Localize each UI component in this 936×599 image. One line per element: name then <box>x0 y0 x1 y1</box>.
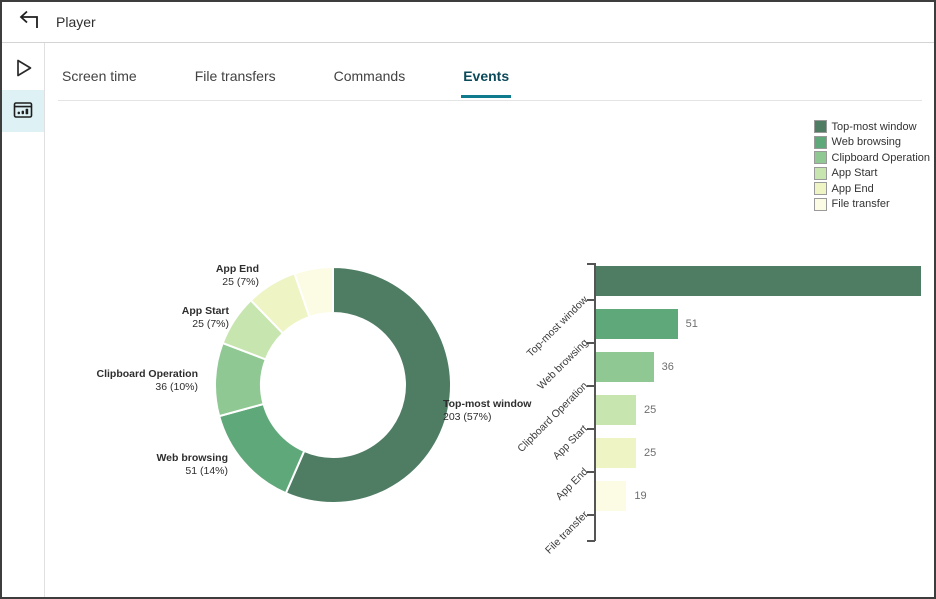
bar-web-browsing[interactable] <box>596 309 678 339</box>
donut-label-name: Clipboard Operation <box>96 368 198 380</box>
donut-label-value: 25 (7%) <box>192 317 229 330</box>
legend-label: File transfer <box>831 198 890 210</box>
legend-label: Top-most window <box>831 120 917 133</box>
legend-item[interactable]: Top-most window <box>813 120 930 133</box>
tab-file-transfers[interactable]: File transfers <box>193 68 278 98</box>
back-arrow-icon <box>17 10 41 35</box>
axis-tick <box>587 299 595 301</box>
top-header-bar: Player <box>2 2 934 43</box>
bar-app-start[interactable] <box>596 395 636 425</box>
legend-item[interactable]: App End <box>813 182 930 195</box>
tab-screen-time[interactable]: Screen time <box>60 68 139 98</box>
axis-tick <box>587 514 595 516</box>
legend-item[interactable]: Clipboard Operation <box>813 151 930 164</box>
donut-slice-web-browsing[interactable] <box>217 402 306 495</box>
tab-events[interactable]: Events <box>461 68 512 98</box>
legend-label: Clipboard Operation <box>831 151 930 164</box>
legend-item[interactable]: Web browsing <box>813 135 930 149</box>
donut-svg <box>214 265 452 504</box>
donut-label-name: App Start <box>181 305 229 317</box>
bar-value-label: 25 <box>644 404 657 416</box>
sidebar-item-player[interactable] <box>2 48 44 90</box>
session-metrics-icon <box>11 98 35 125</box>
donut-slice-top-most-window[interactable] <box>284 265 452 504</box>
back-button[interactable] <box>14 9 44 35</box>
tab-commands[interactable]: Commands <box>332 68 408 98</box>
legend-swatch <box>813 151 827 164</box>
donut-label-name: App End <box>215 263 259 275</box>
bar-value-label: 25 <box>644 447 657 459</box>
donut-slice-file-transfer[interactable] <box>293 265 334 319</box>
legend-swatch <box>813 135 827 149</box>
tab-bar: Screen time File transfers Commands Even… <box>60 68 512 98</box>
axis-tick <box>587 471 595 473</box>
axis-tick <box>587 540 595 542</box>
legend-item[interactable]: App Start <box>813 166 930 180</box>
bar-value-label: 51 <box>685 318 698 330</box>
sidebar <box>2 43 45 597</box>
bar-value-label: 36 <box>661 361 674 373</box>
donut-label-value: 36 (10%) <box>155 380 198 393</box>
bar-value-label: 19 <box>634 490 647 502</box>
play-icon <box>11 56 35 83</box>
axis-tick <box>587 342 595 344</box>
tab-separator <box>58 100 922 101</box>
axis-tick <box>587 428 595 430</box>
legend-swatch <box>813 197 827 211</box>
bar-chart-y-axis <box>594 263 596 541</box>
axis-tick <box>587 263 595 265</box>
bar-file-transfer[interactable] <box>596 481 627 511</box>
page-title: Player <box>56 14 96 30</box>
donut-label-app-start: App Start 25 (7%) <box>182 305 229 330</box>
donut-label-name: Web browsing <box>156 452 228 464</box>
bar-clipboard-operation[interactable] <box>596 352 654 382</box>
bar-category-label: File transfer <box>542 508 591 557</box>
donut-label-web-browsing: Web browsing 51 (14%) <box>156 452 228 477</box>
legend-swatch <box>813 182 827 195</box>
legend-label: Web browsing <box>831 136 902 148</box>
donut-label-clipboard-operation: Clipboard Operation 36 (10%) <box>96 368 198 393</box>
donut-label-value: 203 (57%) <box>443 410 492 423</box>
events-charts-panel: Top-most window Web browsing Clipboard Ope… <box>2 102 934 597</box>
chart-legend: Top-most window Web browsing Clipboard Ope… <box>813 120 930 213</box>
bar-category-label: App Start <box>550 422 591 463</box>
donut-label-app-end: App End 25 (7%) <box>216 263 259 288</box>
legend-swatch <box>813 166 827 180</box>
axis-tick <box>587 385 595 387</box>
donut-label-top-most-window: Top-most window 203 (57%) <box>443 398 531 423</box>
bar-app-end[interactable] <box>596 438 636 468</box>
legend-label: App Start <box>831 167 878 179</box>
legend-swatch <box>813 120 827 133</box>
legend-label: App End <box>831 182 874 195</box>
sidebar-item-session-metrics[interactable] <box>2 90 44 132</box>
donut-label-value: 25 (7%) <box>222 275 259 288</box>
legend-item[interactable]: File transfer <box>813 197 930 211</box>
bar-top-most-window[interactable] <box>596 266 921 296</box>
bar-category-label: App End <box>553 465 591 503</box>
donut-label-value: 51 (14%) <box>185 464 228 477</box>
donut-label-name: Top-most window <box>443 398 532 410</box>
